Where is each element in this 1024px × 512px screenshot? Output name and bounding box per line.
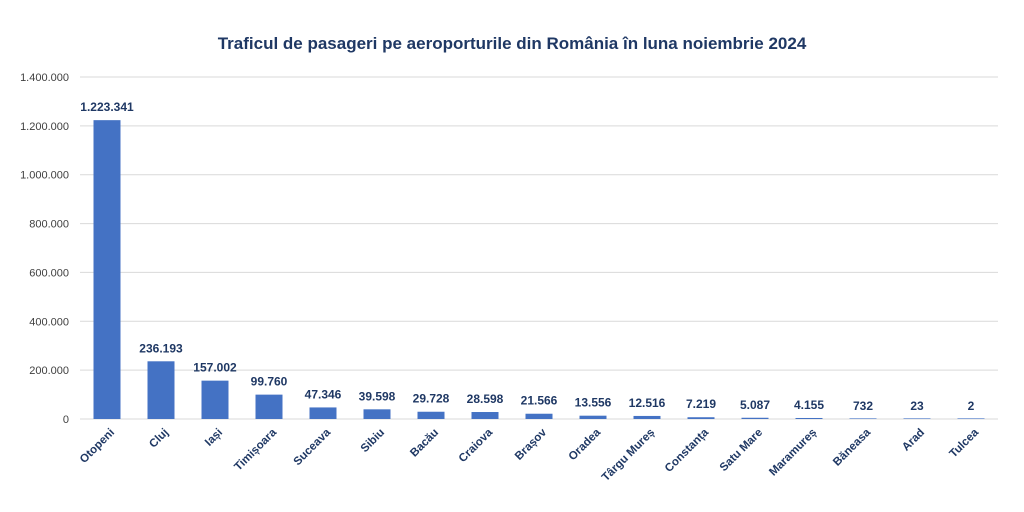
category-label: Tulcea (947, 426, 981, 460)
bars (93, 120, 985, 419)
data-label: 1.223.341 (80, 100, 134, 114)
bar-14 (795, 417, 823, 419)
data-label: 5.087 (740, 398, 770, 412)
bar-9 (525, 413, 553, 419)
category-label: Suceava (292, 426, 334, 468)
data-label: 732 (853, 399, 873, 413)
y-axis-ticks: 0 200.000 400.000 600.000 800.000 1.000.000 1.… (20, 72, 69, 426)
category-label: Bacău (408, 427, 441, 460)
category-label: Craiova (457, 426, 496, 465)
data-label: 47.346 (305, 387, 342, 401)
category-label: Cluj (147, 427, 171, 451)
category-label: Constanța (663, 426, 712, 475)
y-tick-label: 1.400.000 (20, 72, 69, 84)
bar-10 (579, 415, 607, 419)
category-label: Maramureș (767, 427, 819, 479)
category-labels: Otopeni Cluj Iași Timișoara Suceava Sibiu Bacă… (78, 426, 982, 484)
bar-8 (471, 412, 499, 419)
bar-11 (633, 415, 661, 419)
data-label: 12.516 (629, 396, 666, 410)
bar-1 (93, 120, 121, 419)
category-label: Sibiu (359, 427, 387, 455)
bar-4 (255, 394, 283, 419)
data-label: 2 (968, 399, 975, 413)
chart-title: Traficul de pasageri pe aeroporturile di… (217, 34, 807, 53)
data-labels: 1.223.341 236.193 157.002 99.760 47.346 39.59… (80, 100, 974, 413)
category-label: Iași (203, 427, 225, 449)
y-tick-label: 400.000 (29, 316, 69, 328)
data-label: 4.155 (794, 398, 824, 412)
category-label: Otopeni (78, 427, 117, 466)
bar-12 (687, 417, 715, 419)
bar-15 (849, 418, 877, 419)
y-tick-label: 0 (63, 414, 69, 426)
data-label: 99.760 (251, 375, 288, 389)
category-label: Târgu Mureș (600, 427, 657, 484)
data-label: 23 (910, 399, 924, 413)
y-tick-label: 800.000 (29, 219, 69, 231)
bar-6 (363, 409, 391, 419)
data-label: 39.598 (359, 389, 396, 403)
category-label: Brașov (513, 426, 549, 462)
y-tick-label: 200.000 (29, 365, 69, 377)
data-label: 236.193 (139, 341, 183, 355)
data-label: 7.219 (686, 397, 716, 411)
category-label: Oradea (567, 426, 604, 463)
data-label: 28.598 (467, 392, 504, 406)
category-label: Timișoara (232, 426, 279, 473)
data-label: 29.728 (413, 392, 450, 406)
category-label: Arad (900, 427, 927, 454)
data-label: 157.002 (193, 361, 237, 375)
category-label: Satu Mare (718, 427, 765, 474)
data-label: 21.566 (521, 394, 558, 408)
y-tick-label: 600.000 (29, 267, 69, 279)
category-label: Băneasa (831, 426, 873, 468)
y-tick-label: 1.000.000 (20, 170, 69, 182)
y-tick-label: 1.200.000 (20, 121, 69, 133)
bar-7 (417, 411, 445, 419)
bar-17 (957, 418, 985, 419)
bar-2 (147, 361, 175, 419)
bar-5 (309, 407, 337, 419)
data-label: 13.556 (575, 396, 612, 410)
bar-3 (201, 380, 229, 419)
bar-13 (741, 417, 769, 419)
bar-16 (903, 418, 931, 419)
